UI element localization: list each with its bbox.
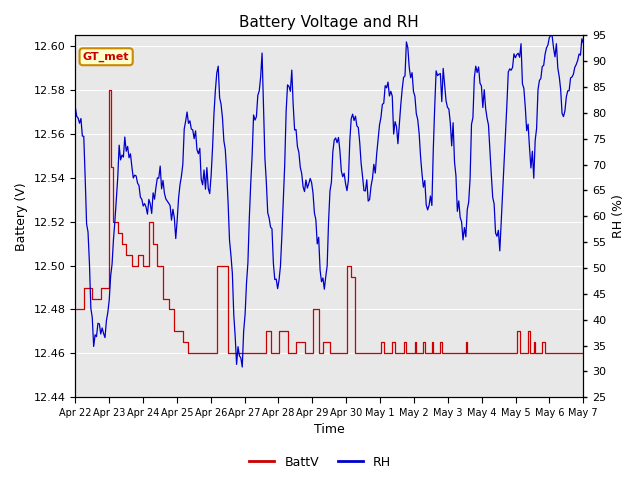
- Y-axis label: Battery (V): Battery (V): [15, 182, 28, 251]
- Legend: BattV, RH: BattV, RH: [244, 451, 396, 474]
- Title: Battery Voltage and RH: Battery Voltage and RH: [239, 15, 419, 30]
- Text: GT_met: GT_met: [83, 52, 129, 62]
- Y-axis label: RH (%): RH (%): [612, 194, 625, 238]
- X-axis label: Time: Time: [314, 423, 345, 436]
